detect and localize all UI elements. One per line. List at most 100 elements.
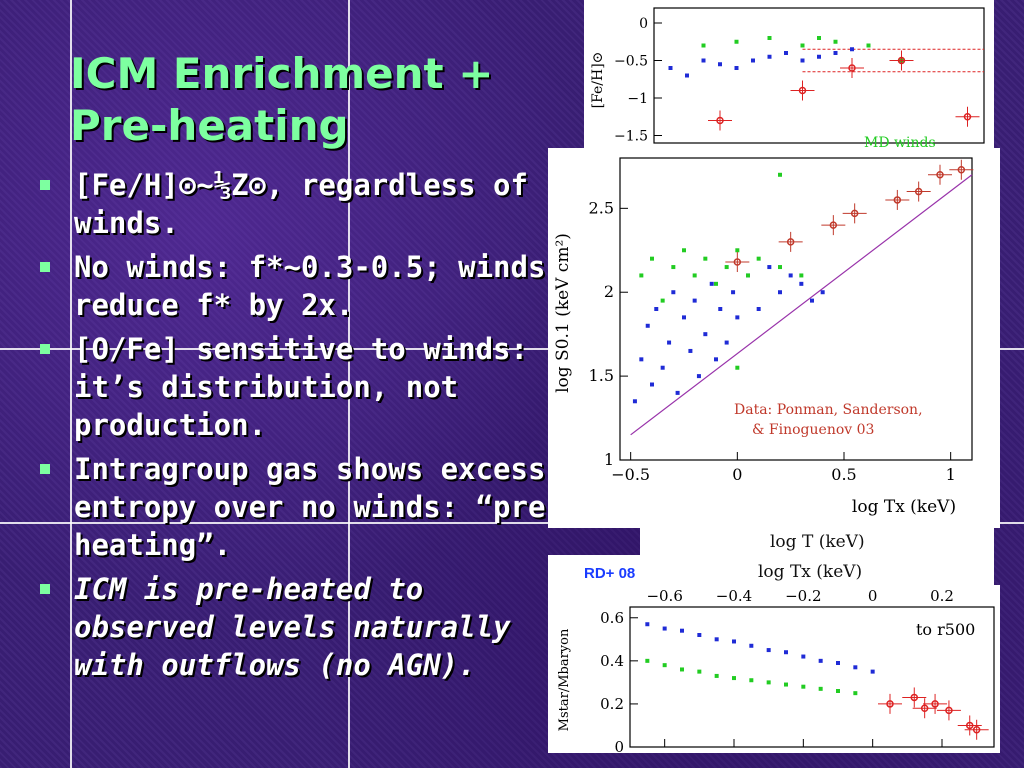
grid-line-v2 <box>348 0 350 768</box>
data-point <box>829 221 838 229</box>
data-point <box>734 39 739 44</box>
data-point <box>662 626 667 631</box>
plot-frame <box>653 7 985 144</box>
rd-label: RD+ 08 <box>584 565 636 582</box>
data-point <box>660 298 665 303</box>
data-point <box>766 648 771 653</box>
bullet-text: ICM is pre-heated to observed levels nat… <box>74 572 511 682</box>
data-point <box>671 290 676 295</box>
bullet-text: [Fe/H]⊙~⅓Z⊙, regardless of winds. <box>74 168 528 240</box>
data-point <box>784 51 788 55</box>
x-tick-label: −0.5 <box>611 465 650 484</box>
data-point <box>756 307 761 311</box>
data-point <box>692 298 697 303</box>
data-point <box>668 66 673 70</box>
bullet-text: [O/Fe] sensitive to winds: it’s distribu… <box>74 332 528 442</box>
data-point <box>784 682 788 687</box>
data-point <box>801 684 806 689</box>
x-axis-label: log Tx (keV) <box>852 497 956 517</box>
annotation: MD winds <box>864 135 936 150</box>
bullet-item: [Fe/H]⊙~⅓Z⊙, regardless of winds. <box>40 166 570 242</box>
data-point <box>786 238 795 246</box>
bullet-square-icon <box>40 344 50 354</box>
data-point <box>936 171 944 179</box>
data-point <box>709 281 714 286</box>
data-point <box>701 43 706 48</box>
data-point <box>632 399 637 404</box>
data-point <box>850 209 859 218</box>
annotation: to r500 <box>916 620 975 639</box>
data-point <box>965 721 974 730</box>
data-point <box>654 307 659 311</box>
data-point <box>703 332 708 337</box>
data-point <box>650 382 654 387</box>
y-axis-label: Mstar/Mbaryon <box>557 628 572 731</box>
annotation: & Finoguenov 03 <box>752 422 874 438</box>
y-tick-label: 2.5 <box>589 198 614 217</box>
data-point <box>692 273 697 278</box>
data-point <box>671 265 676 270</box>
data-point <box>800 58 805 63</box>
y-tick-label: −0.5 <box>614 54 648 70</box>
data-point <box>850 47 854 52</box>
data-point <box>662 663 667 668</box>
data-point <box>645 658 650 663</box>
caption-log-tx: log Tx (keV) <box>758 562 862 582</box>
data-point <box>767 54 772 59</box>
data-point <box>945 706 953 715</box>
x-tick-label: −0.4 <box>716 587 752 605</box>
x-tick-label: 0 <box>732 465 742 484</box>
data-point <box>645 622 650 627</box>
data-point <box>714 357 718 362</box>
data-point <box>675 390 680 395</box>
data-point <box>767 265 772 270</box>
data-point <box>714 673 719 678</box>
y-axis-label: [Fe/H]⊙ <box>590 52 606 109</box>
x-tick-label: 0.2 <box>930 587 954 605</box>
data-point <box>920 704 929 712</box>
y-tick-label: 1 <box>604 450 614 469</box>
data-point <box>810 298 814 303</box>
data-point <box>697 669 702 674</box>
data-point <box>866 43 871 48</box>
grid-line-v1 <box>70 0 72 768</box>
data-point <box>957 165 966 174</box>
bullet-item: [O/Fe] sensitive to winds: it’s distribu… <box>40 330 570 444</box>
feh-plot: 0 −0.5 −1 −1.5 [Fe/H]⊙ MD winds <box>590 7 985 151</box>
data-point <box>732 639 736 644</box>
data-point <box>963 113 972 121</box>
y-tick-label: −1.5 <box>614 129 648 145</box>
data-point <box>680 628 684 633</box>
bullet-item: Intragroup gas shows excess entropy over… <box>40 450 570 564</box>
data-point <box>910 693 919 702</box>
entropy-plot: 1 1.5 2 2.5 −0.5 0 0.5 1 log Tx (keV) log S0.1 (k… <box>553 157 974 517</box>
bullet-text: Intragroup gas shows excess entropy over… <box>74 452 563 562</box>
data-point <box>914 187 923 196</box>
data-point <box>718 307 723 311</box>
data-point <box>766 680 771 685</box>
data-point <box>820 290 825 295</box>
data-point <box>718 62 722 67</box>
data-point <box>735 248 740 253</box>
feh-plot-panel: 0 −0.5 −1 −1.5 [Fe/H]⊙ MD winds <box>584 0 994 151</box>
data-point <box>799 281 804 286</box>
grid-line-h1 <box>0 348 1024 350</box>
data-point <box>660 365 665 370</box>
bullet-item: No winds: f*~0.3-0.5; winds reduce f* by… <box>40 248 570 324</box>
data-point <box>688 348 693 353</box>
annotation: Data: Ponman, Sanderson, <box>734 402 923 418</box>
data-point <box>645 323 650 328</box>
data-point <box>650 256 654 261</box>
entropy-plot-panel: 1 1.5 2 2.5 −0.5 0 0.5 1 log Tx (keV) log S0.1 (k… <box>548 148 1000 528</box>
x-tick-label: 1 <box>946 465 956 484</box>
grid-line-h2 <box>0 522 1024 524</box>
data-point <box>833 51 838 55</box>
data-point <box>639 273 644 278</box>
bullet-text: No winds: f*~0.3-0.5; winds reduce f* by… <box>74 250 546 322</box>
data-point <box>731 290 736 295</box>
data-point <box>682 315 686 320</box>
data-point <box>701 58 706 63</box>
data-point <box>732 676 736 681</box>
data-point <box>818 686 823 691</box>
y-tick-label: 0 <box>614 738 624 753</box>
